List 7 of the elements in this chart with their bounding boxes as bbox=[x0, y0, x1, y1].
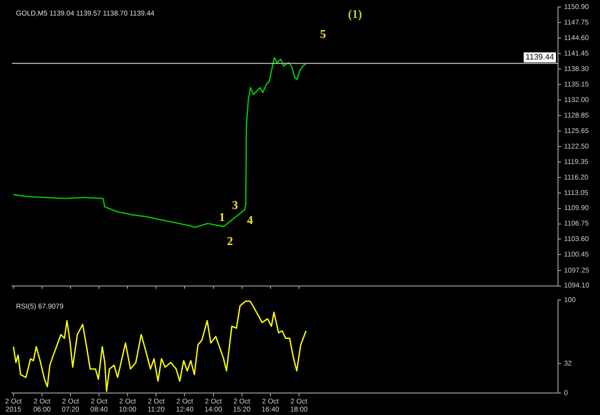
annotation: 1 bbox=[219, 210, 225, 224]
annotation: 3 bbox=[232, 198, 238, 212]
annotation: 4 bbox=[247, 213, 253, 228]
annotation: 2 bbox=[227, 234, 233, 248]
ref-line-label: 1139.44 bbox=[526, 52, 555, 62]
annotation: (1) bbox=[348, 7, 362, 22]
annotation: 5 bbox=[320, 27, 326, 42]
